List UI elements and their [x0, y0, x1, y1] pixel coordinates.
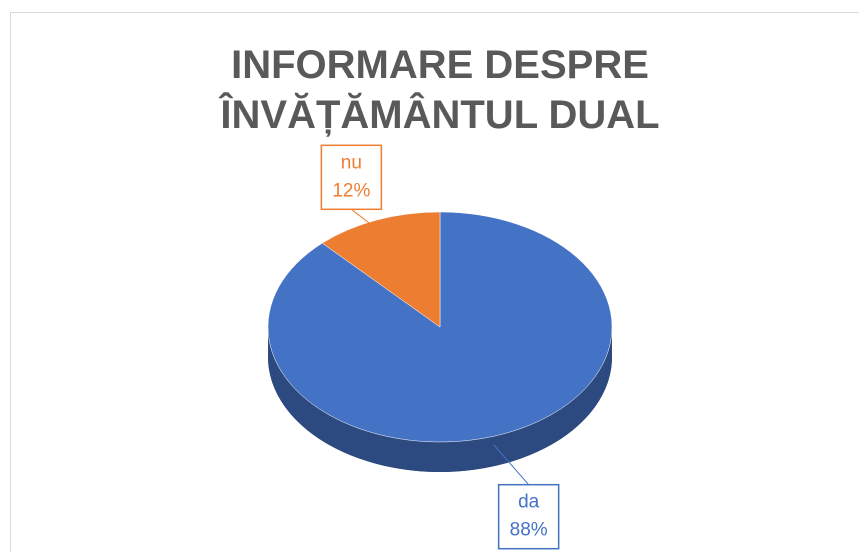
chart-title: INFORMARE DESPRE ÎNVĂȚĂMÂNTUL DUAL [220, 43, 660, 137]
leader-line [351, 208, 387, 237]
value-label: 12% [332, 180, 370, 201]
value-label: 88% [510, 520, 548, 541]
pie-depth [268, 327, 612, 472]
category-label: nu [341, 152, 362, 173]
label-box [320, 144, 383, 211]
category-label: da [518, 492, 540, 513]
label-box [497, 483, 560, 550]
leader-line [493, 444, 530, 486]
slice [321, 211, 441, 328]
